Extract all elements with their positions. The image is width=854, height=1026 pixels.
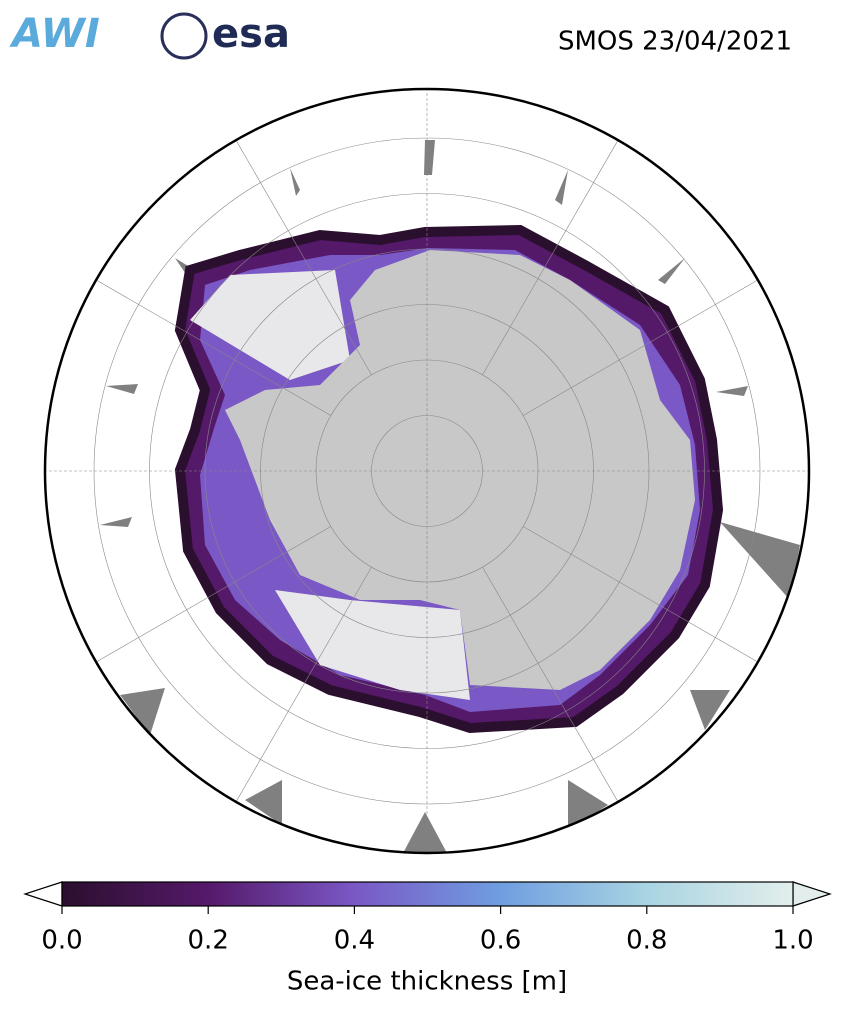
meridian bbox=[96, 279, 332, 416]
map-title: SMOS 23/04/2021 bbox=[558, 27, 792, 57]
meridian bbox=[482, 140, 619, 376]
esa-logo-mark bbox=[160, 12, 208, 60]
colorbar-tick-label: 0.8 bbox=[626, 926, 667, 956]
open-ocean-patches bbox=[100, 140, 800, 853]
map-frame bbox=[43, 87, 811, 855]
esa-logo: esa bbox=[212, 11, 290, 57]
colorbar-tick-label: 0.0 bbox=[41, 926, 82, 956]
awi-logo: AWI bbox=[9, 11, 100, 57]
meridian bbox=[522, 526, 758, 663]
meridian bbox=[96, 526, 332, 663]
colorbar-extend-min bbox=[23, 881, 63, 907]
colorbar-tick-label: 0.6 bbox=[480, 926, 521, 956]
map bbox=[45, 89, 809, 853]
colorbar-tick-label: 1.0 bbox=[772, 926, 813, 956]
colorbar-tick-label: 0.4 bbox=[334, 926, 375, 956]
colorbar-extend-max bbox=[792, 881, 832, 907]
meridian bbox=[235, 566, 372, 802]
antarctica bbox=[225, 250, 695, 690]
colorbar-label: Sea-ice thickness [m] bbox=[287, 967, 567, 997]
ross-ice bbox=[275, 590, 470, 700]
meridian bbox=[482, 566, 619, 802]
colorbar bbox=[61, 881, 794, 907]
meridian bbox=[235, 140, 372, 376]
meridian bbox=[522, 279, 758, 416]
colorbar-tick-label: 0.2 bbox=[188, 926, 229, 956]
graticule bbox=[45, 89, 809, 853]
